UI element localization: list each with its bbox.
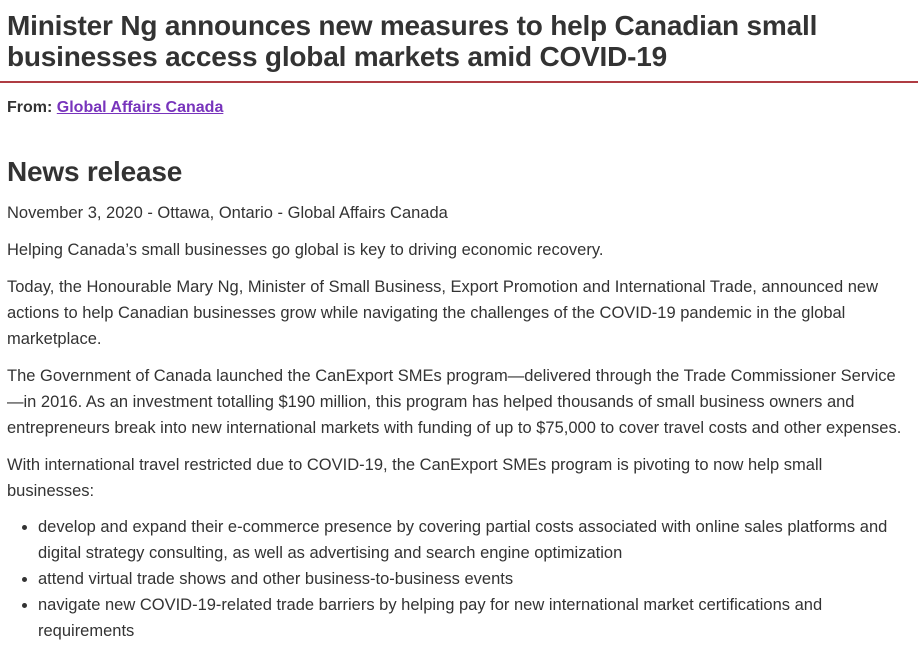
dateline: November 3, 2020 - Ottawa, Ontario - Glo… bbox=[7, 204, 448, 222]
paragraph-intro: Helping Canada’s small businesses go glo… bbox=[7, 241, 604, 259]
from-line: From: Global Affairs Canada bbox=[7, 98, 910, 118]
paragraph-program-history: The Government of Canada launched the Ca… bbox=[7, 367, 902, 437]
paragraph-announcement: Today, the Honourable Mary Ng, Minister … bbox=[7, 278, 878, 348]
from-label: From: bbox=[7, 99, 53, 116]
news-release-page: Minister Ng announces new measures to he… bbox=[0, 10, 918, 644]
page-title: Minister Ng announces new measures to he… bbox=[7, 10, 818, 72]
measures-list: develop and expand their e-commerce pres… bbox=[7, 514, 910, 644]
paragraph-pivot-lead-in: With international travel restricted due… bbox=[7, 456, 823, 500]
from-department-link[interactable]: Global Affairs Canada bbox=[56, 99, 224, 116]
list-item: attend virtual trade shows and other bus… bbox=[38, 566, 910, 592]
title-divider bbox=[0, 81, 918, 83]
list-item: navigate new COVID-19-related trade barr… bbox=[38, 592, 910, 644]
section-heading-news-release: News release bbox=[7, 156, 183, 187]
list-item: develop and expand their e-commerce pres… bbox=[38, 514, 910, 566]
